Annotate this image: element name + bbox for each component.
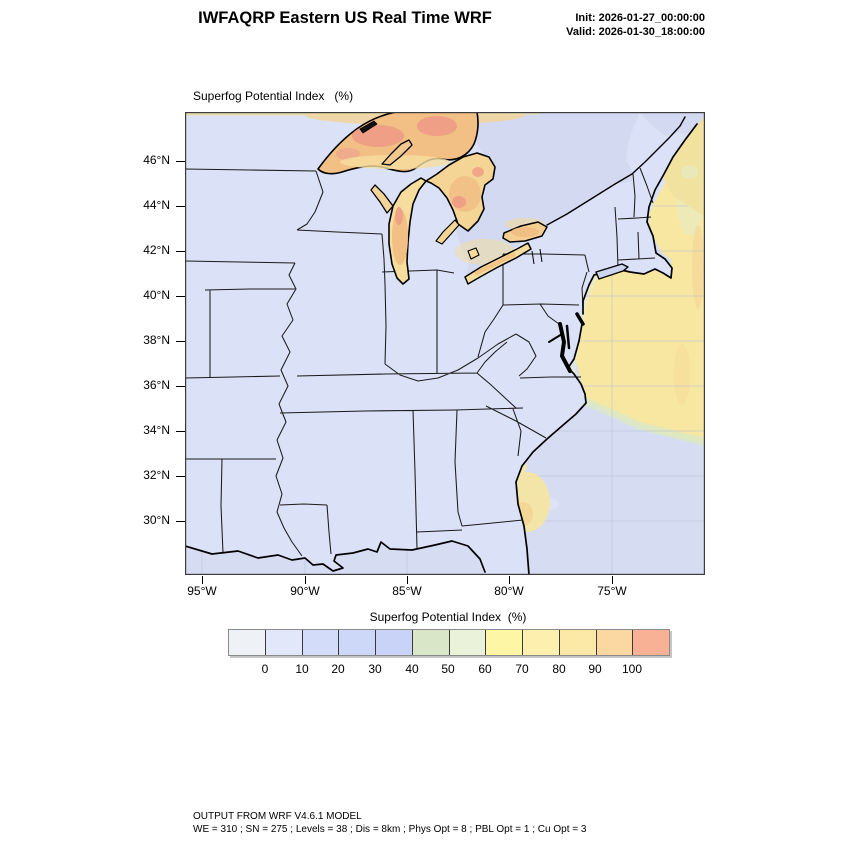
lon-label: 95°W <box>187 584 217 598</box>
lon-label: 85°W <box>392 584 422 598</box>
colorbar-cell <box>412 630 450 655</box>
lat-label: 34°N <box>143 423 170 437</box>
colorbar-tick: 10 <box>295 662 309 676</box>
colorbar-tick: 20 <box>331 662 345 676</box>
colorbar-tick: 40 <box>405 662 419 676</box>
superfog-map <box>185 112 705 575</box>
colorbar-tick: 90 <box>588 662 602 676</box>
colorbar-title: Superfog Potential Index (%) <box>369 610 527 624</box>
field-subtitle: Superfog Potential Index (%) <box>193 89 354 103</box>
lon-tick <box>509 576 510 584</box>
colorbar-tick: 50 <box>441 662 455 676</box>
lat-tick <box>176 296 185 297</box>
colorbar-cell <box>559 630 597 655</box>
colorbar-cell <box>265 630 303 655</box>
lon-label: 75°W <box>597 584 627 598</box>
lat-label: 36°N <box>143 378 170 392</box>
lat-label: 30°N <box>143 513 170 527</box>
lat-tick <box>176 521 185 522</box>
lat-label: 32°N <box>143 468 170 482</box>
colorbar-tick: 70 <box>515 662 529 676</box>
finger-lakes <box>531 248 543 265</box>
lat-tick <box>176 251 185 252</box>
colorbar-cell <box>523 630 560 655</box>
valid-time: Valid: 2026-01-30_18:00:00 <box>566 25 705 38</box>
green-bay <box>370 184 394 214</box>
lon-tick <box>612 576 613 584</box>
delaware-bay <box>575 312 585 326</box>
lat-label: 40°N <box>143 288 170 302</box>
potomac-river <box>548 333 563 343</box>
colorbar-cell <box>339 630 376 655</box>
lon-tick <box>305 576 306 584</box>
state-borders <box>185 167 656 557</box>
colorbar-tick: 80 <box>552 662 566 676</box>
canada-landmass <box>457 112 640 276</box>
map-frame <box>185 112 705 575</box>
colorbar-cell <box>449 630 487 655</box>
great-lakes <box>317 112 548 285</box>
colorbar-cell <box>229 630 266 655</box>
colorbar-tick: 0 <box>261 662 269 676</box>
map-canvas <box>185 112 705 575</box>
colorbar-cell <box>633 630 669 655</box>
colorbar-tick: 60 <box>478 662 492 676</box>
plot-title: IWFAQRP Eastern US Real Time WRF <box>198 9 492 27</box>
lon-tick <box>202 576 203 584</box>
footer-model-line: OUTPUT FROM WRF V4.6.1 MODEL <box>193 811 362 822</box>
colorbar-cell <box>302 630 340 655</box>
isle-royale <box>359 120 378 134</box>
st-lawrence-border <box>546 116 686 226</box>
colorbar-tick: 30 <box>368 662 382 676</box>
lat-tick <box>176 386 185 387</box>
lon-label: 80°W <box>494 584 524 598</box>
lat-tick <box>176 206 185 207</box>
saginaw-bay <box>435 219 460 245</box>
colorbar-cell <box>486 630 523 655</box>
lat-tick <box>176 431 185 432</box>
lat-label: 42°N <box>143 243 170 257</box>
init-time: Init: 2026-01-27_00:00:00 <box>575 12 705 24</box>
long-island <box>595 263 629 280</box>
lat-tick <box>176 161 185 162</box>
footer-config-line: WE = 310 ; SN = 275 ; Levels = 38 ; Dis … <box>193 824 587 835</box>
coastline <box>185 116 698 575</box>
lat-tick <box>176 341 185 342</box>
lon-label: 90°W <box>290 584 320 598</box>
lat-label: 46°N <box>143 153 170 167</box>
lat-tick <box>176 476 185 477</box>
fundy-high-band <box>663 116 705 217</box>
lat-label: 38°N <box>143 333 170 347</box>
colorbar-tick: 100 <box>621 662 643 676</box>
lon-tick <box>407 576 408 584</box>
lat-label: 44°N <box>143 198 170 212</box>
colorbar-cell <box>376 630 413 655</box>
run-times: Init: 2026-01-27_00:00:00 Valid: 2026-01… <box>566 12 705 39</box>
atlantic-high-band <box>537 112 705 443</box>
colorbar-cell <box>596 630 634 655</box>
keweenaw-peninsula <box>381 139 413 166</box>
colorbar <box>228 629 670 656</box>
lake-st-clair <box>467 247 480 260</box>
